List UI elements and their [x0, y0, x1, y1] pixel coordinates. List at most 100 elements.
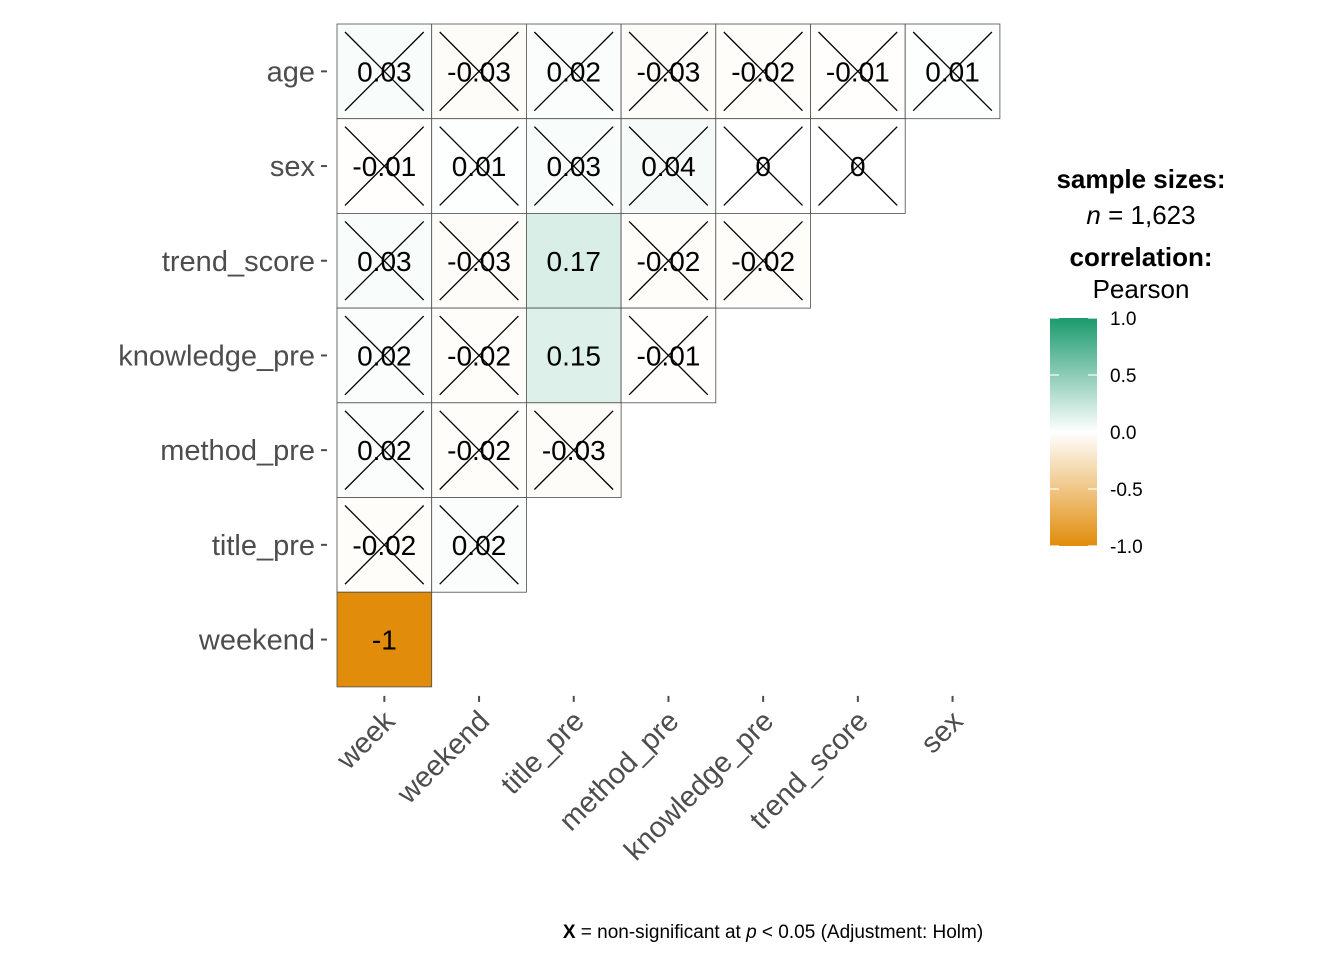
- heatmap-cells: 0.03 -0.03 0.02 -0.03 -0.02 -0.01 0.01 -0.01 0.0…: [336, 23, 1001, 688]
- cell-value-label: 0: [755, 151, 771, 182]
- cell-fill: [526, 212, 622, 309]
- heatmap-cell: -0.02: [336, 497, 433, 593]
- nonsignificant-cross-line: [439, 315, 519, 396]
- nonsignificant-cross-line: [533, 126, 614, 206]
- heatmap-cell: -0.01: [336, 118, 433, 214]
- y-tick-label: weekend: [198, 625, 315, 657]
- nonsignificant-cross-line: [628, 31, 709, 112]
- cell-value-label: 0.02: [547, 56, 602, 87]
- y-tick-label: age: [267, 56, 315, 88]
- heatmap-cell: -0.01: [810, 23, 906, 120]
- nonsignificant-cross-line: [344, 31, 425, 112]
- heatmap-cell: -0.01: [620, 307, 717, 404]
- nonsignificant-cross-line: [344, 315, 425, 396]
- cell-value-label: -0.02: [352, 530, 416, 561]
- heatmap-cell: 0.01: [431, 118, 527, 214]
- cell-value-label: -0.02: [731, 246, 795, 277]
- nonsignificant-cross-line: [344, 220, 425, 301]
- y-tick-label: knowledge_pre: [118, 340, 315, 372]
- heatmap-cell: 0.03: [336, 23, 433, 120]
- nonsignificant-cross-line: [723, 126, 803, 206]
- cell-value-label: 0.02: [452, 530, 507, 561]
- nonsignificant-cross-line: [818, 126, 898, 206]
- nonsignificant-cross-line: [344, 126, 425, 206]
- legend-n-value: = 1,623: [1101, 200, 1196, 230]
- cell-value-label: 0.04: [641, 151, 696, 182]
- legend-n-symbol: n: [1086, 200, 1100, 230]
- heatmap-cell: -0.03: [431, 23, 527, 120]
- cell-value-label: 0.01: [452, 151, 507, 182]
- cell-fill: [336, 591, 433, 688]
- nonsignificant-cross-line: [533, 410, 614, 490]
- cell-value-label: -0.02: [447, 340, 511, 371]
- legend-tick-label: 0.5: [1110, 366, 1136, 387]
- heatmap-cell: 0.02: [526, 23, 622, 120]
- caption-text-1: = non-significant at: [576, 922, 747, 943]
- legend-ticks: 1.0 0.5 0.0 -0.5 -1.0: [1050, 309, 1143, 558]
- nonsignificant-cross-line: [628, 315, 709, 396]
- heatmap-cell: 0: [715, 118, 811, 214]
- cell-value-label: -0.03: [637, 56, 701, 87]
- cell-value-label: 0.03: [547, 151, 602, 182]
- heatmap-cell: 0.01: [904, 23, 1001, 120]
- heatmap-cell: -0.02: [715, 212, 811, 309]
- legend-tick-label: -1.0: [1110, 537, 1143, 558]
- nonsignificant-cross-line: [344, 505, 425, 585]
- caption-x-mark: X: [563, 922, 576, 943]
- cell-value-label: -0.03: [447, 56, 511, 87]
- cell-value-label: -0.02: [447, 435, 511, 466]
- cell-value-label: 0.17: [547, 246, 602, 277]
- cell-value-label: 0.15: [547, 340, 602, 371]
- nonsignificant-cross-line: [439, 410, 519, 490]
- y-tick-label: sex: [270, 151, 316, 183]
- legend-correlation-title: correlation:: [1069, 242, 1212, 272]
- caption-p-symbol: p: [745, 922, 757, 943]
- cell-value-label: -0.01: [637, 340, 701, 371]
- heatmap-cell: 0.02: [336, 402, 433, 498]
- cell-value-label: 0.02: [357, 435, 412, 466]
- x-tick-label: sex: [915, 705, 970, 760]
- heatmap-cell: -0.03: [526, 402, 622, 498]
- y-tick-label: title_pre: [212, 530, 315, 562]
- nonsignificant-cross-line: [533, 31, 614, 112]
- heatmap-cell: 0.17: [526, 212, 622, 309]
- caption: X = non-significant at p < 0.05 (Adjustm…: [563, 922, 983, 943]
- heatmap-cell: 0.03: [336, 212, 433, 309]
- nonsignificant-cross-line: [628, 220, 709, 301]
- legend-correlation-method: Pearson: [1093, 274, 1190, 304]
- cell-value-label: -0.01: [352, 151, 416, 182]
- heatmap-cell: 0.04: [620, 118, 717, 214]
- heatmap-cell: 0.02: [336, 307, 433, 404]
- heatmap-cell: 0.02: [431, 497, 527, 593]
- legend-sample-size: n = 1,623: [1086, 200, 1195, 230]
- x-tick-label: title_pre: [495, 705, 591, 801]
- cell-value-label: -0.01: [826, 56, 890, 87]
- legend-tick-label: -0.5: [1110, 480, 1143, 501]
- y-tick-label: method_pre: [160, 435, 315, 467]
- nonsignificant-cross-line: [912, 31, 993, 112]
- x-tick-label: week: [330, 705, 402, 777]
- nonsignificant-cross-line: [723, 31, 803, 112]
- heatmap-cell: -0.03: [431, 212, 527, 309]
- cell-value-label: -0.03: [447, 246, 511, 277]
- cell-value-label: -0.02: [637, 246, 701, 277]
- cell-value-label: 0.02: [357, 340, 412, 371]
- heatmap-cell: 0.03: [526, 118, 622, 214]
- x-tick-label: weekend: [391, 705, 496, 810]
- heatmap-cell: 0.15: [526, 307, 622, 404]
- nonsignificant-cross-line: [439, 126, 519, 206]
- nonsignificant-cross-line: [628, 126, 709, 206]
- nonsignificant-cross-line: [344, 410, 425, 490]
- nonsignificant-cross-line: [439, 505, 519, 585]
- cell-value-label: -1: [372, 625, 397, 656]
- heatmap-cell: -0.02: [431, 307, 527, 404]
- cell-fill: [526, 307, 622, 404]
- heatmap-cell: -0.03: [620, 23, 717, 120]
- y-axis: age sex trend_score knowledge_pre method_pre…: [118, 56, 327, 657]
- caption-text-2: < 0.05 (Adjustment: Holm): [757, 922, 984, 943]
- heatmap-cell: -0.02: [431, 402, 527, 498]
- nonsignificant-cross-line: [723, 220, 803, 301]
- nonsignificant-cross-line: [439, 31, 519, 112]
